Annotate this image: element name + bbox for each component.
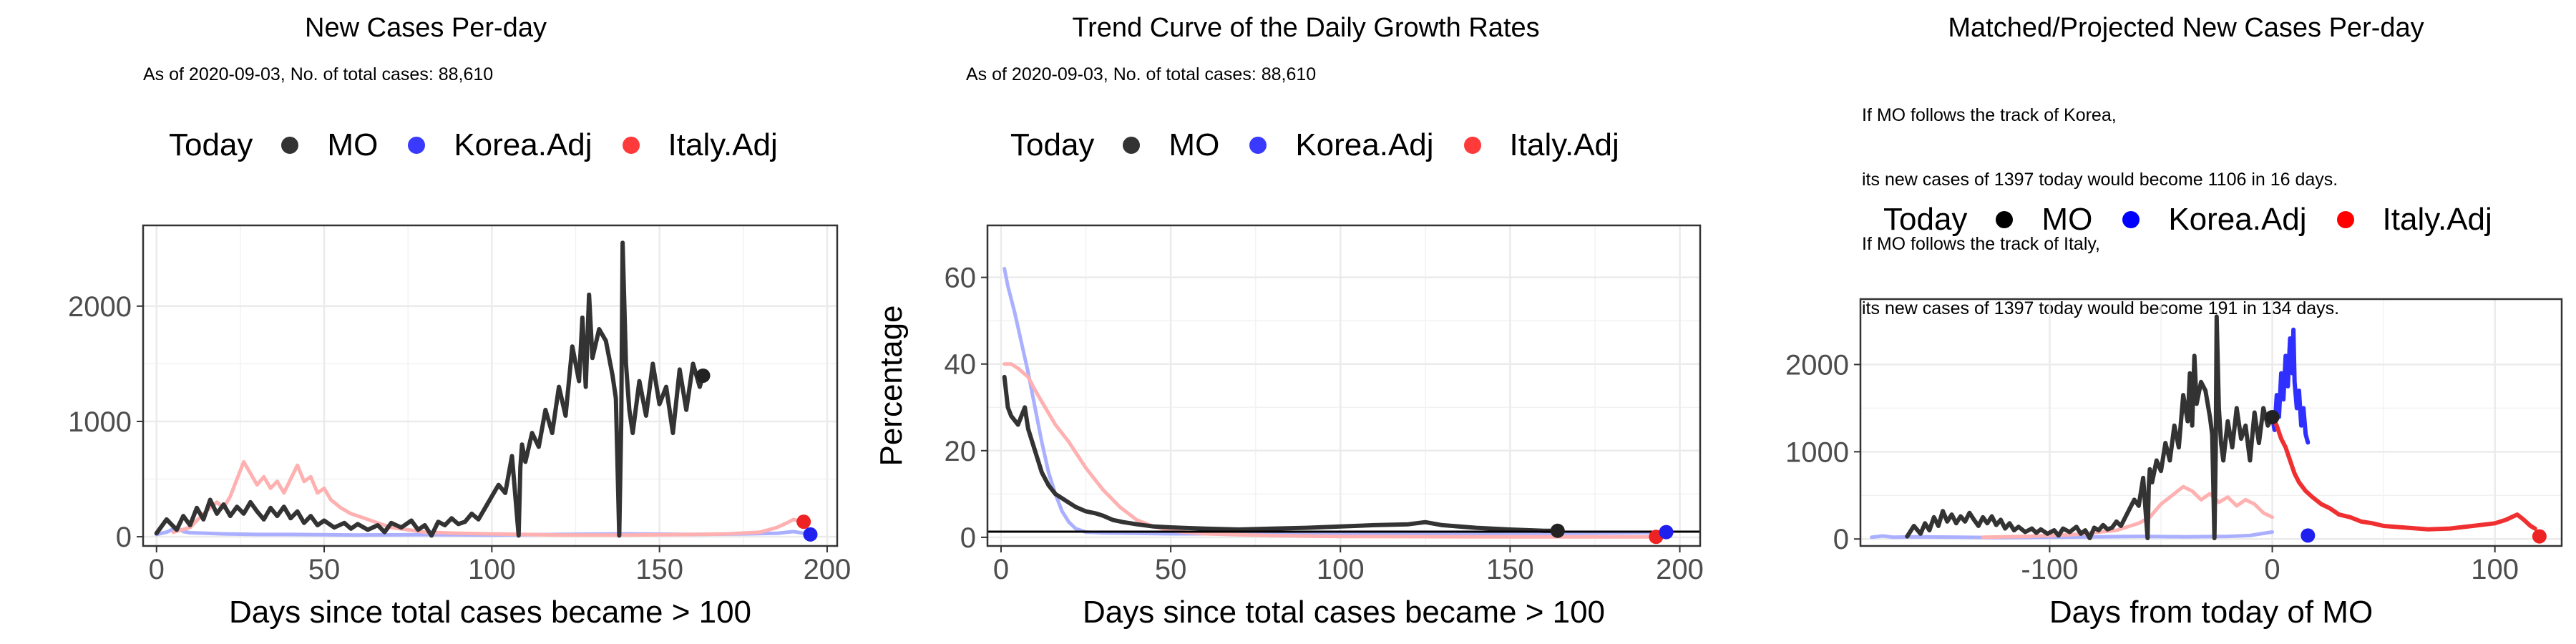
annotation-line: its new cases of 1397 today would become… [1862, 170, 2338, 190]
series-line-italy-adj [1002, 362, 1658, 539]
plot-border [142, 224, 839, 547]
series-line-italy-adj [1981, 484, 2275, 540]
x-axis-label: Days since total cases became > 100 [229, 595, 751, 630]
today-marker-korea-adj [803, 527, 818, 542]
legend-label: Korea.Adj [454, 127, 592, 162]
today-marker-korea-adj [2301, 528, 2316, 543]
legend-label: Italy.Adj [668, 127, 778, 162]
series-line-italy-adj [171, 459, 802, 537]
x-axis-label: Days from today of MO [2049, 595, 2373, 630]
x-tick-label: 100 [468, 554, 516, 585]
panel-new-cases: New Cases Per-day As of 2020-09-03, No. … [0, 0, 859, 644]
series-line-mo [1905, 314, 2275, 540]
x-tick-label: 50 [308, 554, 341, 585]
y-tick-label: 1000 [68, 406, 132, 438]
today-marker-mo [696, 368, 711, 383]
x-tick-label: 0 [149, 554, 165, 585]
legend-dot-icon [2122, 211, 2140, 228]
x-tick-label: 100 [1317, 554, 1365, 585]
y-tick-label: 60 [945, 263, 977, 294]
y-tick-label: 0 [1833, 524, 1849, 555]
chart-title: New Cases Per-day [305, 13, 547, 43]
legend-dot-icon [1249, 137, 1267, 154]
x-tick-label: 100 [2471, 554, 2519, 585]
legend-item-italy: Italy.Adj [2336, 202, 2492, 238]
y-tick-label: 1000 [1785, 436, 1849, 468]
x-tick-label: 200 [1656, 554, 1704, 585]
legend-label: MO [2041, 202, 2093, 237]
legend-dot-icon [2336, 211, 2354, 228]
series-line-italy-adj [2270, 414, 2537, 532]
x-tick-label: 50 [1155, 554, 1187, 585]
chart-subtitle: As of 2020-09-03, No. of total cases: 88… [966, 64, 1317, 84]
legend-dot-icon [1996, 211, 2014, 228]
x-axis-label: Days since total cases became > 100 [1083, 595, 1605, 630]
chart-title: Matched/Projected New Cases Per-day [1948, 13, 2424, 43]
legend-item-korea: Korea.Adj [408, 127, 592, 163]
y-tick-label: 2000 [1785, 349, 1849, 381]
legend-label: MO [1169, 127, 1220, 162]
legend-item-italy: Italy.Adj [622, 127, 778, 163]
y-tick-label: 0 [960, 522, 976, 554]
legend: Today MO Korea.Adj Italy.Adj [1883, 202, 2522, 238]
y-tick-label: 0 [116, 522, 132, 553]
y-tick-label: 2000 [68, 291, 132, 323]
legend-label: Italy.Adj [1509, 127, 1619, 162]
legend-item-mo: MO [281, 127, 378, 163]
x-tick-label: 150 [635, 554, 683, 585]
legend-dot-icon [1463, 137, 1481, 154]
series-line-mo [1002, 374, 1560, 533]
x-tick-label: -100 [2021, 554, 2078, 585]
series-line-korea-adj [2270, 327, 2311, 445]
today-marker-italy-adj [2532, 529, 2547, 544]
legend: Today MO Korea.Adj Italy.Adj [169, 127, 808, 163]
legend-title: Today [1883, 202, 1968, 237]
panel-growth-rates: Trend Curve of the Daily Growth Rates As… [859, 0, 1717, 644]
today-marker-italy-adj [796, 514, 811, 530]
legend-label: Korea.Adj [1295, 127, 1434, 162]
chart-annotation: If MO follows the track of Korea, its ne… [1862, 62, 2339, 362]
legend-item-italy: Italy.Adj [1463, 127, 1619, 163]
plot-border [986, 224, 1702, 547]
legend-item-mo: MO [1123, 127, 1219, 163]
panel-projected: Matched/Projected New Cases Per-day If M… [1717, 0, 2576, 644]
today-marker-mo [2265, 409, 2280, 424]
series-line-korea-adj [155, 525, 816, 537]
x-tick-label: 200 [804, 554, 852, 585]
legend-label: MO [327, 127, 379, 162]
legend-label: Italy.Adj [2382, 202, 2492, 237]
legend-title: Today [169, 127, 253, 162]
legend-dot-icon [1123, 137, 1141, 154]
legend-dot-icon [408, 137, 426, 154]
annotation-line: its new cases of 1397 today would become… [1862, 298, 2340, 318]
x-tick-label: 0 [2264, 554, 2280, 585]
legend-item-korea: Korea.Adj [1249, 127, 1434, 163]
chart-subtitle: As of 2020-09-03, No. of total cases: 88… [143, 64, 494, 84]
legend-item-korea: Korea.Adj [2122, 202, 2307, 238]
series-line-korea-adj [1002, 267, 1669, 536]
legend-title: Today [1010, 127, 1095, 162]
y-tick-label: 20 [945, 436, 977, 467]
y-tick-label: 40 [945, 349, 977, 381]
x-tick-label: 0 [993, 554, 1009, 585]
today-marker-korea-adj [1659, 525, 1674, 540]
legend-dot-icon [622, 137, 640, 154]
x-tick-label: 150 [1486, 554, 1534, 585]
y-axis-label: Percentage [874, 305, 909, 466]
annotation-line: If MO follows the track of Italy, [1862, 234, 2100, 254]
annotation-line: If MO follows the track of Korea, [1862, 105, 2117, 125]
plot-border [1859, 298, 2563, 547]
chart-title: Trend Curve of the Daily Growth Rates [1072, 13, 1540, 43]
legend-label: Korea.Adj [2168, 202, 2307, 237]
legend-dot-icon [281, 137, 299, 154]
legend: Today MO Korea.Adj Italy.Adj [1010, 127, 1649, 163]
legend-item-mo: MO [1996, 202, 2092, 238]
series-line-mo [154, 240, 706, 538]
plot-growth-rates: 0 50 100 150 200 0 20 40 60 Days since total case… [874, 224, 1704, 630]
series-line-korea-adj [1870, 530, 2275, 540]
today-marker-mo [1550, 523, 1565, 538]
